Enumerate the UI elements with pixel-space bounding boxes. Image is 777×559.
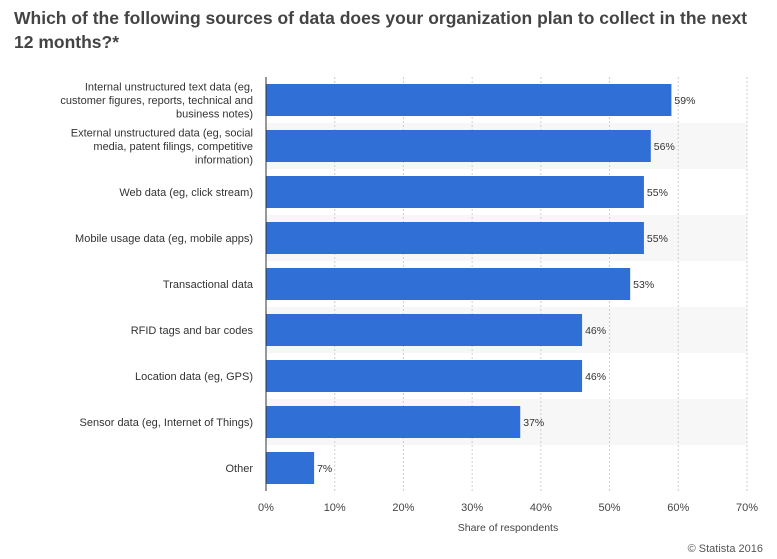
- data-label: 55%: [647, 233, 668, 245]
- bar: [266, 314, 583, 346]
- x-axis-title: Share of respondents: [458, 522, 558, 534]
- category-label: External unstructured data (eg, social me…: [71, 128, 253, 167]
- bar: [266, 222, 644, 254]
- category-label-line: Internal unstructured text data (eg,: [85, 82, 253, 94]
- category-label-line: Mobile usage data (eg, mobile apps): [75, 233, 253, 245]
- bar: [266, 176, 644, 208]
- bar: [266, 452, 315, 484]
- bar: [266, 84, 672, 116]
- data-label: 55%: [647, 187, 668, 199]
- category-label-line: Location data (eg, GPS): [135, 371, 253, 383]
- category-label: Internal unstructured text data (eg, cust…: [60, 82, 253, 121]
- x-tick-label: 40%: [530, 502, 552, 514]
- category-label-line: RFID tags and bar codes: [131, 325, 254, 337]
- x-tick-label: 30%: [461, 502, 483, 514]
- data-label: 37%: [523, 417, 544, 429]
- chart-title: Which of the following sources of data d…: [14, 8, 748, 52]
- x-tick-label: 20%: [392, 502, 414, 514]
- category-labels: Internal unstructured text data (eg, cust…: [60, 82, 253, 476]
- category-label-line: information): [195, 155, 253, 167]
- category-label: Location data (eg, GPS): [135, 371, 253, 383]
- data-label: 46%: [585, 371, 606, 383]
- data-labels: 59% 56% 55% 55% 53% 46% 46% 37% 7%: [317, 95, 695, 475]
- x-tick-labels: 0% 10% 20% 30% 40% 50% 60% 70%: [258, 502, 758, 514]
- x-tick-label: 50%: [599, 502, 621, 514]
- x-tick-label: 0%: [258, 502, 274, 514]
- category-label: RFID tags and bar codes: [131, 325, 254, 337]
- category-label-line: Transactional data: [163, 279, 254, 291]
- statista-credit: © Statista 2016: [687, 543, 763, 555]
- category-label-line: customer figures, reports, technical and: [60, 95, 253, 107]
- category-label-line: business notes): [176, 109, 253, 121]
- category-label: Transactional data: [163, 279, 254, 291]
- x-tick-label: 10%: [324, 502, 346, 514]
- category-label-line: media, patent filings, competitive: [93, 141, 253, 153]
- bar: [266, 130, 651, 162]
- category-label: Sensor data (eg, Internet of Things): [80, 417, 253, 429]
- bar: [266, 406, 521, 438]
- data-label: 46%: [585, 325, 606, 337]
- category-label: Mobile usage data (eg, mobile apps): [75, 233, 253, 245]
- data-label: 59%: [674, 95, 695, 107]
- category-label-line: Other: [225, 463, 253, 475]
- category-label-line: Web data (eg, click stream): [119, 187, 253, 199]
- data-label: 7%: [317, 463, 332, 475]
- category-label-line: Sensor data (eg, Internet of Things): [80, 417, 253, 429]
- x-tick-label: 70%: [736, 502, 758, 514]
- bars: [266, 84, 672, 484]
- data-label: 56%: [654, 141, 675, 153]
- x-tick-label: 60%: [667, 502, 689, 514]
- data-label: 53%: [633, 279, 654, 291]
- bar: [266, 360, 583, 392]
- category-label-line: External unstructured data (eg, social: [71, 128, 253, 140]
- bar: [266, 268, 631, 300]
- category-label: Other: [225, 463, 253, 475]
- category-label: Web data (eg, click stream): [119, 187, 253, 199]
